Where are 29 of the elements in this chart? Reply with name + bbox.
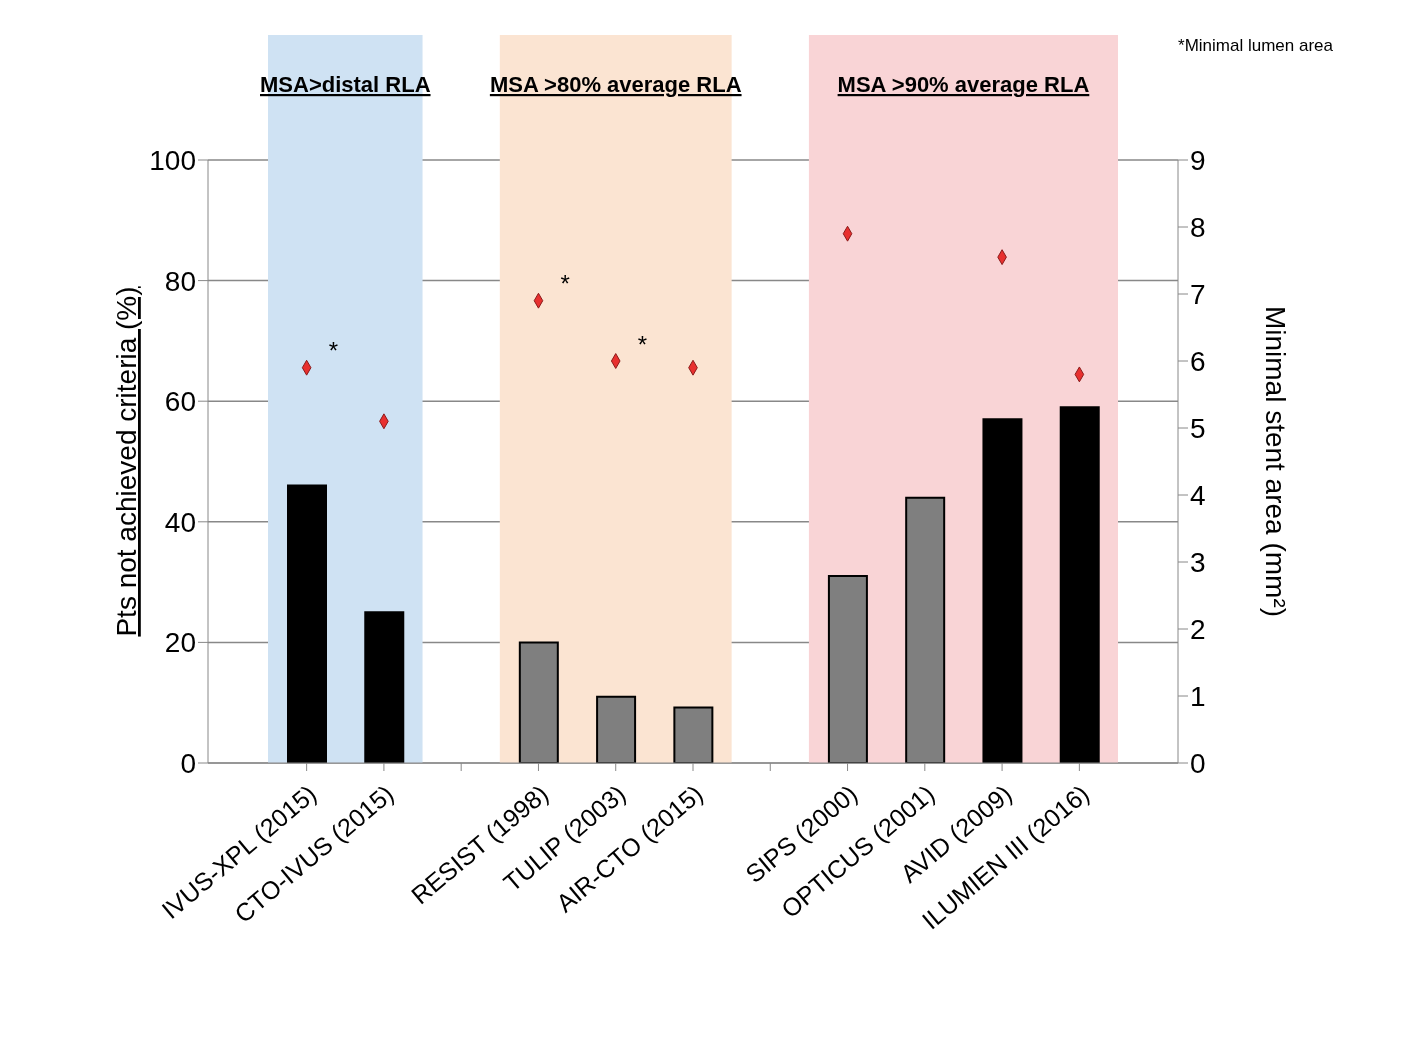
y2-tick-label: 5 [1190,412,1206,444]
y-tick-label: 100 [149,144,196,176]
annotation: * [328,337,338,365]
y2-tick-label: 7 [1190,278,1206,310]
y2-axis-title: Minimal stent area (mm²) [1260,305,1291,618]
y2-tick-label: 8 [1190,211,1206,243]
y2-tick-label: 0 [1190,747,1206,779]
text: *Minimal lumen area [1178,36,1333,56]
y-tick-label: 80 [164,265,196,297]
y-tick-label: 60 [164,386,196,418]
y2-tick-label: 6 [1190,345,1206,377]
y-axis-title: Pts not achieved criteria (%) [111,286,142,637]
band-label: MSA >80% average RLA [489,72,742,97]
bar [1059,406,1100,763]
y2-tick-label: 1 [1190,680,1206,712]
annotation: * [637,330,648,358]
y2-tick-label: 9 [1190,144,1206,176]
y-tick-label: 0 [180,747,196,779]
bar [982,418,1023,763]
band-label: MSA>distal RLA [260,72,431,97]
bar [364,611,405,763]
y-tick-label: 20 [164,627,196,659]
y2-tick-label: 3 [1190,546,1206,578]
y2-tick-label: 2 [1190,613,1206,645]
y-tick-label: 40 [164,506,196,538]
bar [287,484,327,763]
y2-tick-label: 4 [1190,479,1206,511]
band-label: MSA >90% average RLA [837,72,1090,97]
annotation: * [560,270,570,298]
